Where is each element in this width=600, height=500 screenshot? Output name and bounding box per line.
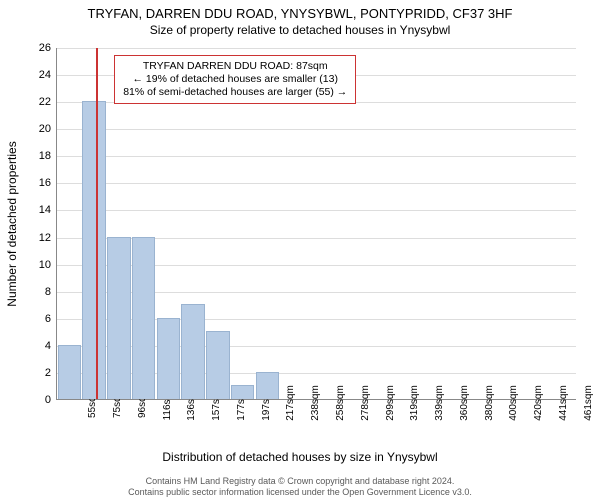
y-tick-label: 2 bbox=[45, 367, 51, 379]
y-tick-label: 18 bbox=[39, 150, 51, 162]
y-tick-label: 24 bbox=[39, 69, 51, 81]
y-tick-label: 12 bbox=[39, 232, 51, 244]
plot-region: 0246810121416182022242655sqm75sqm96sqm11… bbox=[56, 48, 576, 400]
histogram-bar bbox=[132, 237, 156, 399]
y-tick-label: 22 bbox=[39, 96, 51, 108]
callout-box: TRYFAN DARREN DDU ROAD: 87sqm← 19% of de… bbox=[114, 55, 356, 104]
histogram-bar bbox=[107, 237, 131, 399]
x-tick-label: 461sqm bbox=[565, 385, 594, 421]
y-tick-label: 14 bbox=[39, 204, 51, 216]
y-tick-label: 8 bbox=[45, 286, 51, 298]
grid-line bbox=[57, 129, 576, 130]
reference-line bbox=[96, 48, 98, 399]
y-axis-label: Number of detached properties bbox=[5, 141, 19, 306]
grid-line bbox=[57, 156, 576, 157]
y-tick-label: 4 bbox=[45, 340, 51, 352]
y-tick-label: 10 bbox=[39, 259, 51, 271]
x-axis-label: Distribution of detached houses by size … bbox=[0, 450, 600, 464]
y-tick-label: 0 bbox=[45, 394, 51, 406]
callout-line: 81% of semi-detached houses are larger (… bbox=[123, 86, 347, 99]
footer-line-1: Contains HM Land Registry data © Crown c… bbox=[0, 476, 600, 487]
callout-line: TRYFAN DARREN DDU ROAD: 87sqm bbox=[123, 60, 347, 73]
footer-line-2: Contains public sector information licen… bbox=[0, 487, 600, 498]
attribution-footer: Contains HM Land Registry data © Crown c… bbox=[0, 476, 600, 498]
grid-line bbox=[57, 210, 576, 211]
y-tick-label: 20 bbox=[39, 123, 51, 135]
histogram-bar bbox=[82, 101, 106, 399]
y-tick-label: 16 bbox=[39, 177, 51, 189]
title-line-2: Size of property relative to detached ho… bbox=[0, 21, 600, 37]
chart-plot-area: 0246810121416182022242655sqm75sqm96sqm11… bbox=[56, 48, 576, 400]
y-tick-label: 6 bbox=[45, 313, 51, 325]
grid-line bbox=[57, 48, 576, 49]
y-tick-label: 26 bbox=[39, 42, 51, 54]
grid-line bbox=[57, 183, 576, 184]
title-line-1: TRYFAN, DARREN DDU ROAD, YNYSYBWL, PONTY… bbox=[0, 0, 600, 21]
callout-line: ← 19% of detached houses are smaller (13… bbox=[123, 73, 347, 86]
